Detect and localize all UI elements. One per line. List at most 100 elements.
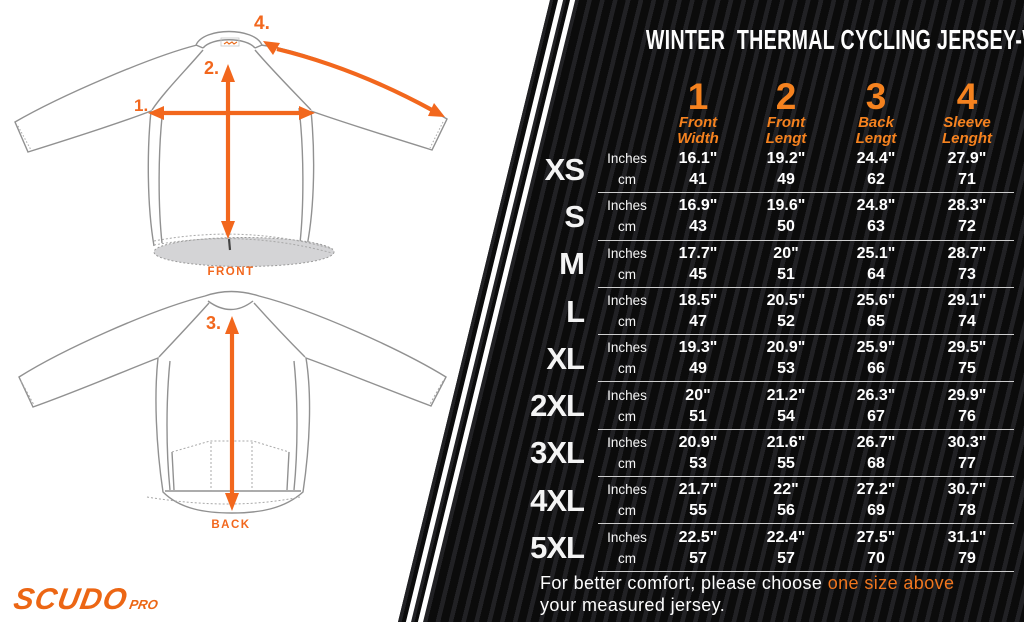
inches-line: Inches 16.1" 19.2" 24.4" 27.9" bbox=[598, 148, 1014, 169]
measurement-value: 19.6" bbox=[766, 197, 806, 215]
inches-line: Inches 18.5" 20.5" 25.6" 29.1" bbox=[598, 290, 1014, 311]
measurement-value: 21.6" bbox=[766, 433, 806, 451]
column-number: 3 bbox=[865, 76, 887, 117]
column-label: Sleeve Lenght bbox=[942, 114, 992, 147]
unit-label: Inches bbox=[607, 340, 647, 356]
size-row: Inches 16.1" 19.2" 24.4" 27.9" cm 41 49 62 71 bbox=[598, 146, 1014, 194]
column-header: 3 Back Lengt bbox=[832, 76, 920, 147]
measurement-value: 50 bbox=[777, 218, 795, 236]
size-label: 3XL bbox=[530, 435, 585, 471]
measurement-value: 71 bbox=[958, 171, 976, 189]
column-label: Back Lengt bbox=[855, 114, 897, 147]
unit-label: cm bbox=[618, 455, 636, 471]
back-view-label: BACK bbox=[211, 519, 251, 531]
size-row: Inches 18.5" 20.5" 25.6" 29.1" cm 47 52 65 74 bbox=[598, 288, 1014, 336]
column-number: 2 bbox=[775, 76, 797, 117]
measurement-value: 54 bbox=[777, 407, 795, 425]
measurement-value: 66 bbox=[867, 360, 885, 378]
measurement-value: 45 bbox=[689, 265, 707, 283]
measurement-value: 53 bbox=[777, 360, 795, 378]
unit-label: cm bbox=[618, 503, 636, 519]
size-label: 4XL bbox=[530, 482, 585, 518]
unit-label: cm bbox=[618, 266, 636, 282]
size-row: Inches 20" 21.2" 26.3" 29.9" cm 51 54 67 76 bbox=[598, 382, 1014, 430]
measurement-value: 27.9" bbox=[947, 150, 987, 168]
measurement-value: 64 bbox=[867, 265, 885, 283]
unit-label: Inches bbox=[607, 482, 647, 498]
measurement-value: 20" bbox=[773, 244, 799, 262]
inches-line: Inches 20.9" 21.6" 26.7" 30.3" bbox=[598, 432, 1014, 453]
note-text-line2: your measured jersey. bbox=[540, 594, 726, 615]
measurement-value: 17.7" bbox=[678, 244, 718, 262]
measurement-value: 55 bbox=[689, 502, 707, 520]
measurement-value: 52 bbox=[777, 313, 795, 331]
measurement-value: 68 bbox=[867, 454, 885, 472]
size-label: M bbox=[559, 246, 585, 282]
page-title: WINTER THERMAL CYCLING JERSEY-WOMAN bbox=[645, 24, 1024, 55]
measurement-value: 20" bbox=[685, 386, 711, 404]
cm-line: cm 45 51 64 73 bbox=[598, 264, 1014, 285]
column-header: 4 Sleeve Lenght bbox=[920, 76, 1014, 147]
measurement-value: 51 bbox=[777, 265, 795, 283]
measurement-value: 29.5" bbox=[947, 339, 987, 357]
unit-label: cm bbox=[618, 408, 636, 424]
cm-line: cm 47 52 65 74 bbox=[598, 311, 1014, 332]
measurement-value: 55 bbox=[777, 454, 795, 472]
measurement-value: 21.2" bbox=[766, 386, 806, 404]
unit-label: cm bbox=[618, 172, 636, 188]
measurement-value: 62 bbox=[867, 171, 885, 189]
size-label: XS bbox=[544, 151, 585, 187]
size-label-column: XS S M L XL 2XL 3XL 4XL 5XL bbox=[498, 146, 585, 572]
brand-suffix: PRO bbox=[128, 597, 160, 612]
size-table: Inches 16.1" 19.2" 24.4" 27.9" cm 41 49 62 71 Inch… bbox=[598, 146, 1014, 572]
inches-line: Inches 20" 21.2" 26.3" 29.9" bbox=[598, 385, 1014, 406]
measurement-value: 29.9" bbox=[947, 386, 987, 404]
measurement-value: 43 bbox=[689, 218, 707, 236]
measurement-value: 53 bbox=[689, 454, 707, 472]
cm-line: cm 41 49 62 71 bbox=[598, 169, 1014, 190]
measurement-value: 19.2" bbox=[766, 150, 806, 168]
size-label: 5XL bbox=[530, 530, 585, 566]
measure-marker-4: 4. bbox=[254, 13, 270, 34]
measurement-value: 22" bbox=[773, 481, 799, 499]
measurement-value: 76 bbox=[958, 407, 976, 425]
measurement-value: 78 bbox=[958, 502, 976, 520]
cm-line: cm 55 56 69 78 bbox=[598, 500, 1014, 521]
measure-marker-3: 3. bbox=[206, 313, 222, 333]
measurement-value: 63 bbox=[867, 218, 885, 236]
inches-line: Inches 17.7" 20" 25.1" 28.7" bbox=[598, 243, 1014, 264]
size-row: Inches 16.9" 19.6" 24.8" 28.3" cm 43 50 63 72 bbox=[598, 193, 1014, 241]
measurement-value: 41 bbox=[689, 171, 707, 189]
measurement-value: 24.8" bbox=[856, 197, 896, 215]
unit-label: cm bbox=[618, 219, 636, 235]
measurement-value: 27.2" bbox=[856, 481, 896, 499]
inches-line: Inches 22.5" 22.4" 27.5" 31.1" bbox=[598, 527, 1014, 548]
measurement-value: 49 bbox=[689, 360, 707, 378]
measurement-value: 16.9" bbox=[678, 197, 718, 215]
measurement-value: 16.1" bbox=[678, 150, 718, 168]
inches-line: Inches 16.9" 19.6" 24.8" 28.3" bbox=[598, 195, 1014, 216]
inches-line: Inches 19.3" 20.9" 25.9" 29.5" bbox=[598, 337, 1014, 358]
column-number: 4 bbox=[956, 76, 978, 117]
unit-label: Inches bbox=[607, 293, 647, 309]
size-row: Inches 22.5" 22.4" 27.5" 31.1" cm 57 57 70 79 bbox=[598, 524, 1014, 572]
unit-label: Inches bbox=[607, 434, 647, 450]
measurement-value: 74 bbox=[958, 313, 976, 331]
unit-label: cm bbox=[618, 314, 636, 330]
measure-marker-2: 2. bbox=[204, 58, 220, 78]
measurement-value: 26.7" bbox=[856, 433, 896, 451]
cm-line: cm 57 57 70 79 bbox=[598, 548, 1014, 569]
size-label: 2XL bbox=[530, 388, 585, 424]
measurement-value: 79 bbox=[958, 549, 976, 567]
measurement-value: 56 bbox=[777, 502, 795, 520]
size-label: S bbox=[564, 198, 585, 234]
measurement-value: 70 bbox=[867, 549, 885, 567]
measurement-value: 49 bbox=[777, 171, 795, 189]
measurement-value: 72 bbox=[958, 218, 976, 236]
size-row: Inches 21.7" 22" 27.2" 30.7" cm 55 56 69 78 bbox=[598, 477, 1014, 525]
note-highlight: one size above bbox=[827, 573, 955, 593]
column-label: Front Width bbox=[677, 114, 719, 147]
measurement-value: 24.4" bbox=[856, 150, 896, 168]
